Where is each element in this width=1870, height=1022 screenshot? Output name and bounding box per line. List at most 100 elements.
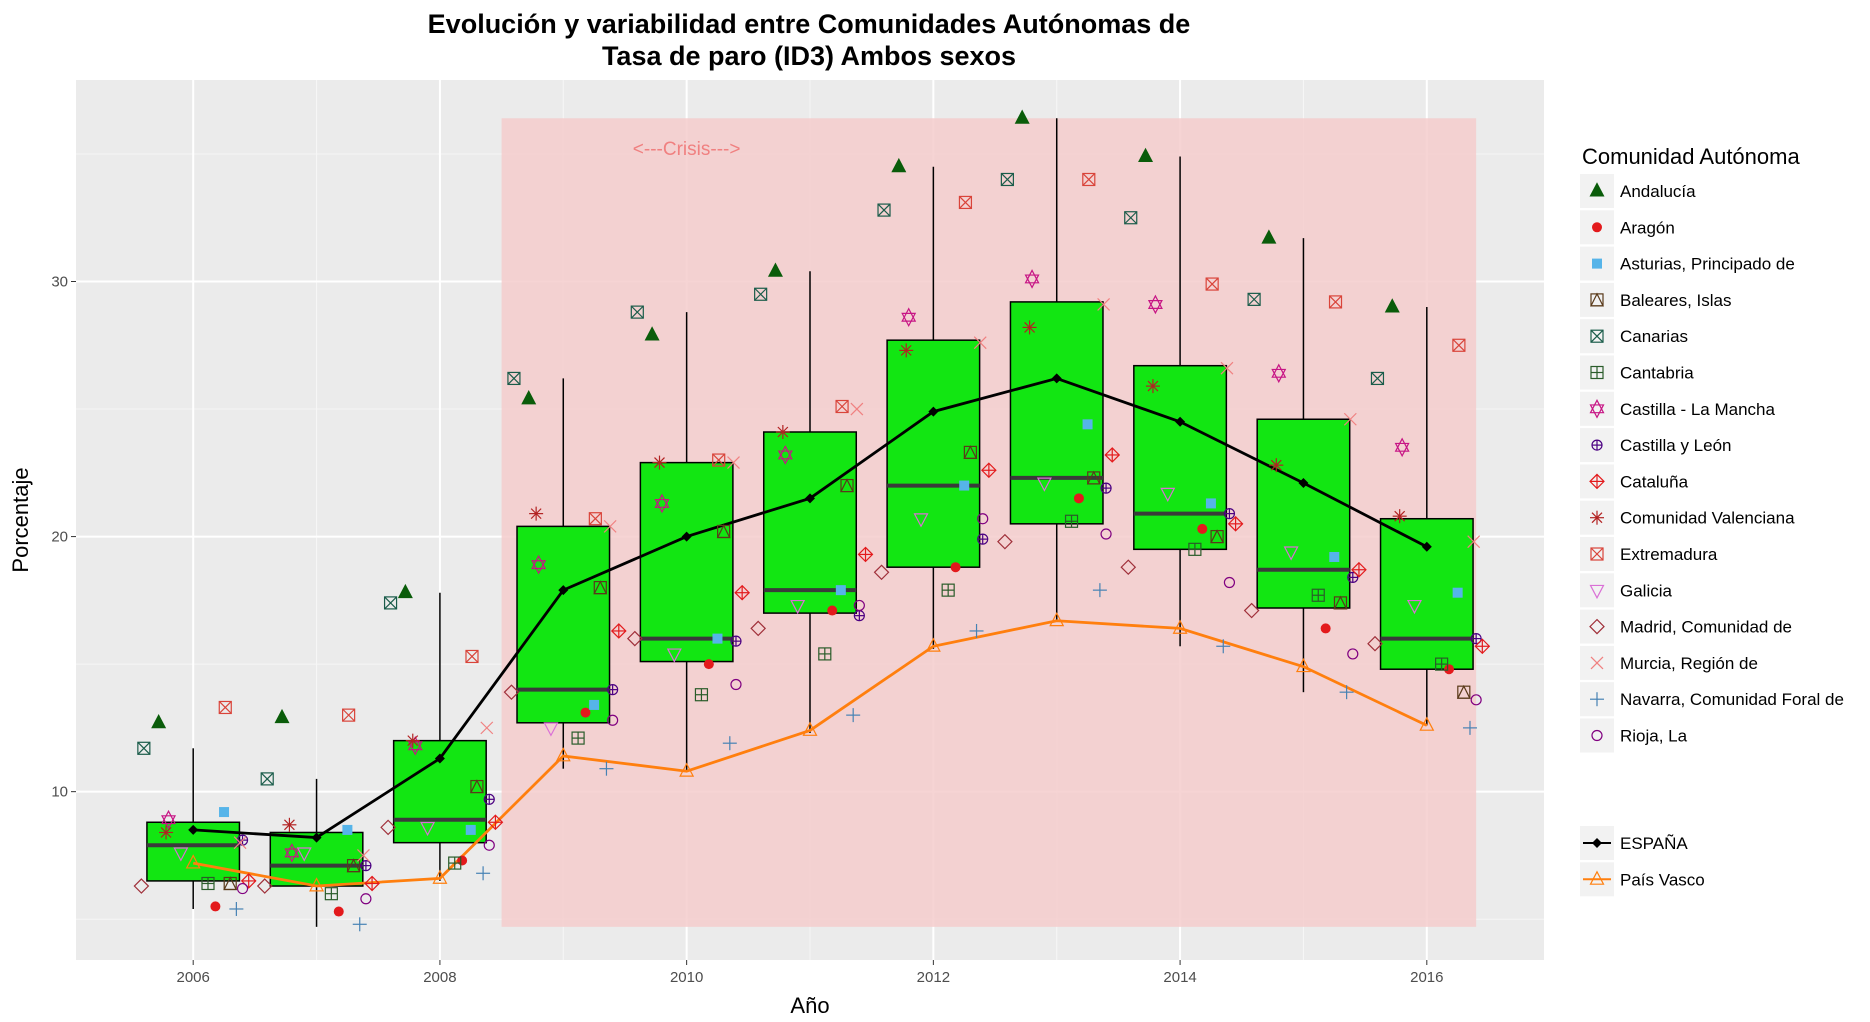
line-point-pais-vasco [432,869,448,884]
point-extremadura [1082,172,1096,187]
point-baleares-islas [593,580,608,595]
legend-item-castilla-y-leon: Castilla y León [1580,428,1732,463]
legend-symbol-espana [1592,838,1602,848]
point-galicia [1160,487,1176,503]
point-comunidad-valenciana [1392,509,1407,524]
point-castilla-y-leon [1223,508,1236,520]
point-andalucia [1384,298,1400,313]
series-castilla-y-leon [236,482,1482,872]
point-castilla-y-leon [730,635,742,647]
y-tick-label: 10 [51,784,68,801]
series-comunidad-valenciana [159,320,1407,840]
point-murcia-region-de [727,456,740,470]
series-andalucia [151,109,1400,729]
point-cataluna [1104,447,1121,463]
point-canarias [1000,172,1014,187]
line-point-pais-vasco [309,877,325,892]
point-cataluna [981,462,997,479]
point-cantabria [1435,657,1449,671]
line-point-espana [558,585,569,596]
line-point-pais-vasco [1049,611,1065,627]
point-asturias-principado-de [1205,498,1216,509]
box-2013 [1009,118,1104,621]
legend-label: Asturias, Principado de [1620,255,1795,274]
point-madrid-comunidad-de [256,878,273,894]
point-cantabria [1188,542,1202,556]
point-castilla-la-mancha [1147,294,1163,315]
point-asturias-principado-de [219,807,230,818]
point-madrid-comunidad-de [750,620,767,637]
legend-label: Castilla y León [1620,436,1732,455]
point-baleares-islas [840,478,854,493]
point-cantabria [1311,588,1325,602]
point-cataluna [364,875,380,892]
point-murcia-region-de [480,721,494,735]
point-extremadura [588,512,602,526]
line-point-pais-vasco [1419,716,1435,731]
point-asturias-principado-de [589,699,600,710]
legend-symbol-castilla-y-leon [1591,439,1603,451]
point-baleares-islas [1456,684,1471,699]
point-rioja-la [236,882,249,895]
line-point-espana [928,406,939,417]
series-cataluna [240,447,1491,892]
point-rioja-la [853,599,865,612]
legend-label: Cataluña [1620,472,1689,491]
legend-key [1580,718,1614,753]
point-cantabria [448,856,462,870]
point-canarias [1124,211,1138,225]
legend-symbol-castilla-la-mancha [1589,399,1605,419]
point-asturias-principado-de [1452,587,1463,598]
legend-symbol-galicia [1589,584,1605,600]
legend-symbol-rioja-la [1591,729,1603,742]
point-rioja-la [483,839,495,851]
line-point-pais-vasco [555,747,571,762]
point-madrid-comunidad-de [503,684,520,701]
line-point-espana [1298,478,1309,489]
y-tick-label: 30 [51,274,68,291]
series-rioja-la [236,513,1482,905]
legend-label: Madrid, Comunidad de [1620,618,1792,637]
point-baleares-islas [346,858,361,873]
legend-symbol-murcia-region-de [1590,656,1604,670]
box-rect [516,525,611,724]
legend-symbol-aragon [1592,222,1602,233]
point-cataluna [240,873,257,889]
point-rioja-la [730,678,742,691]
box-2010 [639,312,734,772]
point-navarra-comunidad-foral-de [722,736,737,751]
line-path [192,619,1428,888]
point-canarias [754,287,768,301]
legend-title: Comunidad Autónoma [1582,144,1800,169]
point-baleares-islas [223,876,238,891]
point-cantabria [941,583,955,597]
series-extremadura [218,172,1466,722]
box-rect [1009,301,1104,525]
legend-symbol-asturias-principado-de [1592,258,1602,269]
legend-item-espana: ESPAÑA [1580,826,1688,860]
point-extremadura [218,700,232,715]
point-andalucia [151,713,167,729]
point-canarias [1247,292,1261,306]
line-point-pais-vasco [185,854,201,869]
point-asturias-principado-de [465,824,476,835]
point-cataluna [734,584,750,601]
legend-key [1580,282,1614,317]
legend-label: Aragón [1620,218,1675,237]
point-extremadura [465,649,479,664]
point-galicia [543,722,559,737]
legend-label: Comunidad Valenciana [1620,509,1795,528]
legend-symbol-canarias [1590,329,1604,343]
point-rioja-la [977,513,989,525]
line-point-pais-vasco [679,762,695,777]
legend-item-canarias: Canarias [1580,319,1688,354]
point-comunidad-valenciana [899,343,914,358]
x-tick-label: 2016 [1410,969,1443,986]
point-baleares-islas [963,445,978,460]
legend-label: Andalucía [1620,182,1696,201]
line-series-espana [188,373,1432,843]
x-tick-label: 2008 [423,969,456,986]
legend-item-asturias-principado-de: Asturias, Principado de [1580,246,1795,281]
point-castilla-y-leon [1470,633,1482,645]
